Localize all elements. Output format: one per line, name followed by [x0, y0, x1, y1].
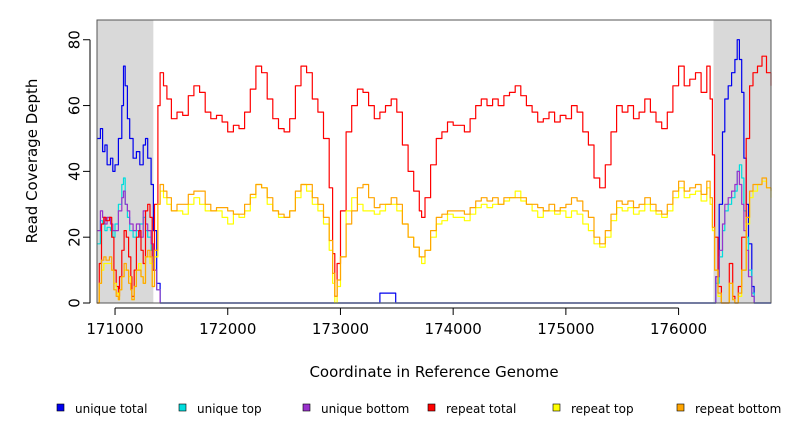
legend-swatch-repeat-total	[427, 403, 436, 412]
y-tick-label: 40	[66, 162, 84, 181]
legend-swatch-repeat-top	[552, 403, 561, 412]
y-tick-label: 80	[66, 30, 84, 49]
series-line-repeat-total	[97, 55, 772, 304]
x-axis-title: Coordinate in Reference Genome	[309, 363, 558, 381]
y-tick-label: 0	[66, 298, 84, 308]
x-tick-label: 172000	[199, 320, 256, 338]
legend-label-unique-total: unique total	[75, 402, 147, 416]
legend: unique total unique top unique bottom repea…	[56, 402, 781, 416]
series-lines	[97, 39, 772, 304]
x-axis: 171000 172000 173000 174000 175000 176000	[86, 307, 707, 338]
x-tick-label: 173000	[312, 320, 369, 338]
series-line-unique-total	[97, 39, 771, 304]
y-axis: 0 20 40 60 80	[66, 30, 91, 308]
legend-label-repeat-total: repeat total	[446, 402, 516, 416]
legend-swatch-unique-total	[56, 403, 65, 412]
legend-label-repeat-bottom: repeat bottom	[695, 402, 781, 416]
legend-swatch-unique-top	[178, 403, 187, 412]
y-tick-label: 60	[66, 96, 84, 115]
x-tick-label: 175000	[537, 320, 594, 338]
x-tick-label: 171000	[86, 320, 143, 338]
legend-swatch-unique-bottom	[302, 403, 311, 412]
plot-frame	[96, 19, 772, 304]
y-axis-title: Read Coverage Depth	[23, 79, 41, 244]
legend-label-unique-bottom: unique bottom	[321, 402, 409, 416]
y-tick-label: 20	[66, 228, 84, 247]
legend-label-repeat-top: repeat top	[571, 402, 634, 416]
series-line-unique-bottom	[97, 170, 771, 304]
x-tick-label: 176000	[650, 320, 707, 338]
legend-label-unique-top: unique top	[197, 402, 262, 416]
x-tick-label: 174000	[425, 320, 482, 338]
legend-swatch-repeat-bottom	[676, 403, 685, 412]
series-line-repeat-bottom	[97, 177, 772, 304]
